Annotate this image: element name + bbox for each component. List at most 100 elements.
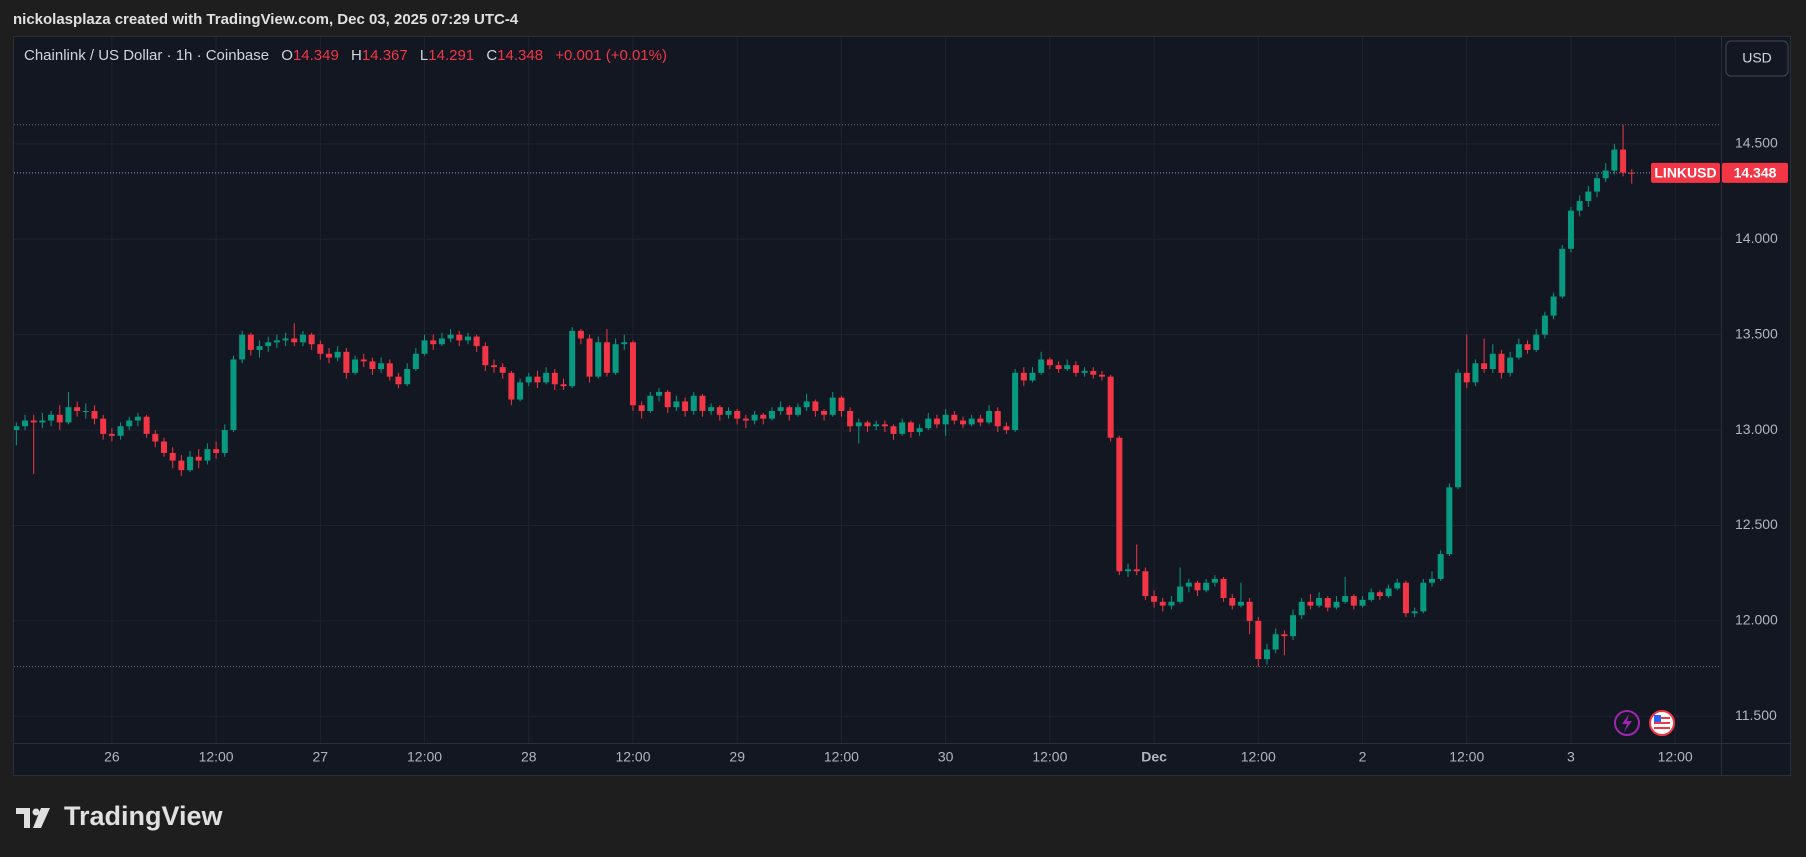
x-tick-label: 29 (729, 749, 745, 765)
currency-button[interactable] (1725, 40, 1789, 77)
axes: 11.500 12.000 12.500 13.000 13.500 14.000 14.5… (104, 135, 1788, 765)
candle-body (473, 336, 480, 347)
candle-body (65, 407, 72, 423)
y-tick-label: 11.500 (1735, 707, 1777, 723)
x-tick-label: 12:00 (1241, 749, 1276, 765)
candle-body (656, 391, 663, 396)
candle-body (438, 338, 445, 345)
candle-body (447, 334, 454, 339)
candle-body (456, 334, 463, 341)
candle-body (1185, 582, 1192, 587)
candle-body (187, 456, 194, 471)
candle-body (751, 414, 758, 421)
logo-mark (16, 808, 30, 828)
candle-body (1038, 359, 1045, 373)
candle-body (1229, 597, 1236, 606)
candle-body (30, 420, 37, 423)
legend-h-value: 14.367 (362, 47, 408, 64)
candle-body (525, 376, 532, 383)
logo-mark (33, 808, 50, 828)
icon-us-stripe (1654, 722, 1670, 724)
candle-body (1142, 571, 1149, 597)
candle-body (986, 410, 993, 423)
candle-body (777, 407, 784, 411)
candle-body (1194, 582, 1201, 591)
candle-body (126, 420, 133, 427)
y-tick-label: 12.500 (1735, 516, 1778, 532)
candle-body (664, 391, 671, 408)
candle-body (1559, 248, 1566, 297)
candle-body (308, 334, 315, 345)
candle-body (560, 384, 567, 387)
candle-body (1012, 372, 1019, 431)
candle-body (152, 433, 159, 442)
candle-body (282, 338, 289, 341)
candle-body (1628, 172, 1635, 174)
candle-body (352, 359, 359, 373)
x-tick-label: 2 (1359, 749, 1367, 765)
candle-body (1550, 296, 1557, 316)
legend: Chainlink / US Dollar · 1h · Coinbase O1… (24, 47, 667, 64)
legend-c-value: 14.348 (497, 47, 543, 64)
x-tick-label: 12:00 (615, 749, 650, 765)
candle-body (621, 342, 628, 345)
candle-body (1342, 596, 1349, 602)
candle-body (1116, 437, 1123, 572)
candle-body (725, 410, 732, 415)
candle-body (682, 401, 689, 411)
candle-body (1298, 601, 1305, 616)
candle-body (334, 351, 341, 358)
last-price-label: 14.348 (1734, 165, 1777, 181)
candle-body (1081, 370, 1088, 373)
candle-body (629, 342, 636, 406)
candle-body (907, 422, 914, 432)
candle-body (499, 367, 506, 373)
candle-body (299, 334, 306, 343)
candle-body (612, 344, 619, 373)
candle-body (708, 407, 715, 411)
candle-body (699, 395, 706, 411)
candle-body (925, 418, 932, 429)
candle-body (1359, 599, 1366, 606)
candle-body (1281, 634, 1288, 637)
candle-body (1376, 592, 1383, 597)
currency-label[interactable]: USD (1742, 50, 1772, 66)
candle-body (716, 407, 723, 415)
y-tick-label: 13.500 (1735, 325, 1778, 341)
y-tick-label: 14.500 (1735, 135, 1778, 151)
candle-body (256, 346, 263, 350)
candle-body (742, 418, 749, 421)
candle-body (1324, 597, 1331, 608)
candle-body (873, 424, 880, 427)
x-tick-label: 12:00 (407, 749, 442, 765)
candle-body (360, 359, 367, 362)
candle-body (430, 340, 437, 345)
candle-body (1333, 601, 1340, 608)
candle-body (22, 420, 29, 427)
candle-body (1385, 588, 1392, 597)
grid (14, 37, 1721, 743)
candle-body (890, 426, 897, 434)
candle-body (647, 395, 654, 411)
candle-body (1220, 578, 1227, 598)
candle-body (1602, 170, 1609, 179)
candle-body (291, 338, 298, 343)
candle-body (1576, 201, 1583, 211)
candle-body (1211, 578, 1218, 583)
candle-body (951, 414, 958, 421)
x-tick-label: 12:00 (1658, 749, 1693, 765)
x-tick-label: 12:00 (824, 749, 859, 765)
candle-body (1420, 582, 1427, 612)
candle-body (1567, 210, 1574, 249)
candle-body (977, 418, 984, 423)
icon-us-stripe (1654, 727, 1670, 729)
candle-body (421, 340, 428, 354)
candle-body (994, 410, 1001, 427)
candle-body (1046, 359, 1053, 366)
candle-body (933, 418, 940, 425)
candle-body (1524, 344, 1531, 350)
candle-body (1533, 334, 1540, 350)
candle-body (1541, 315, 1548, 335)
